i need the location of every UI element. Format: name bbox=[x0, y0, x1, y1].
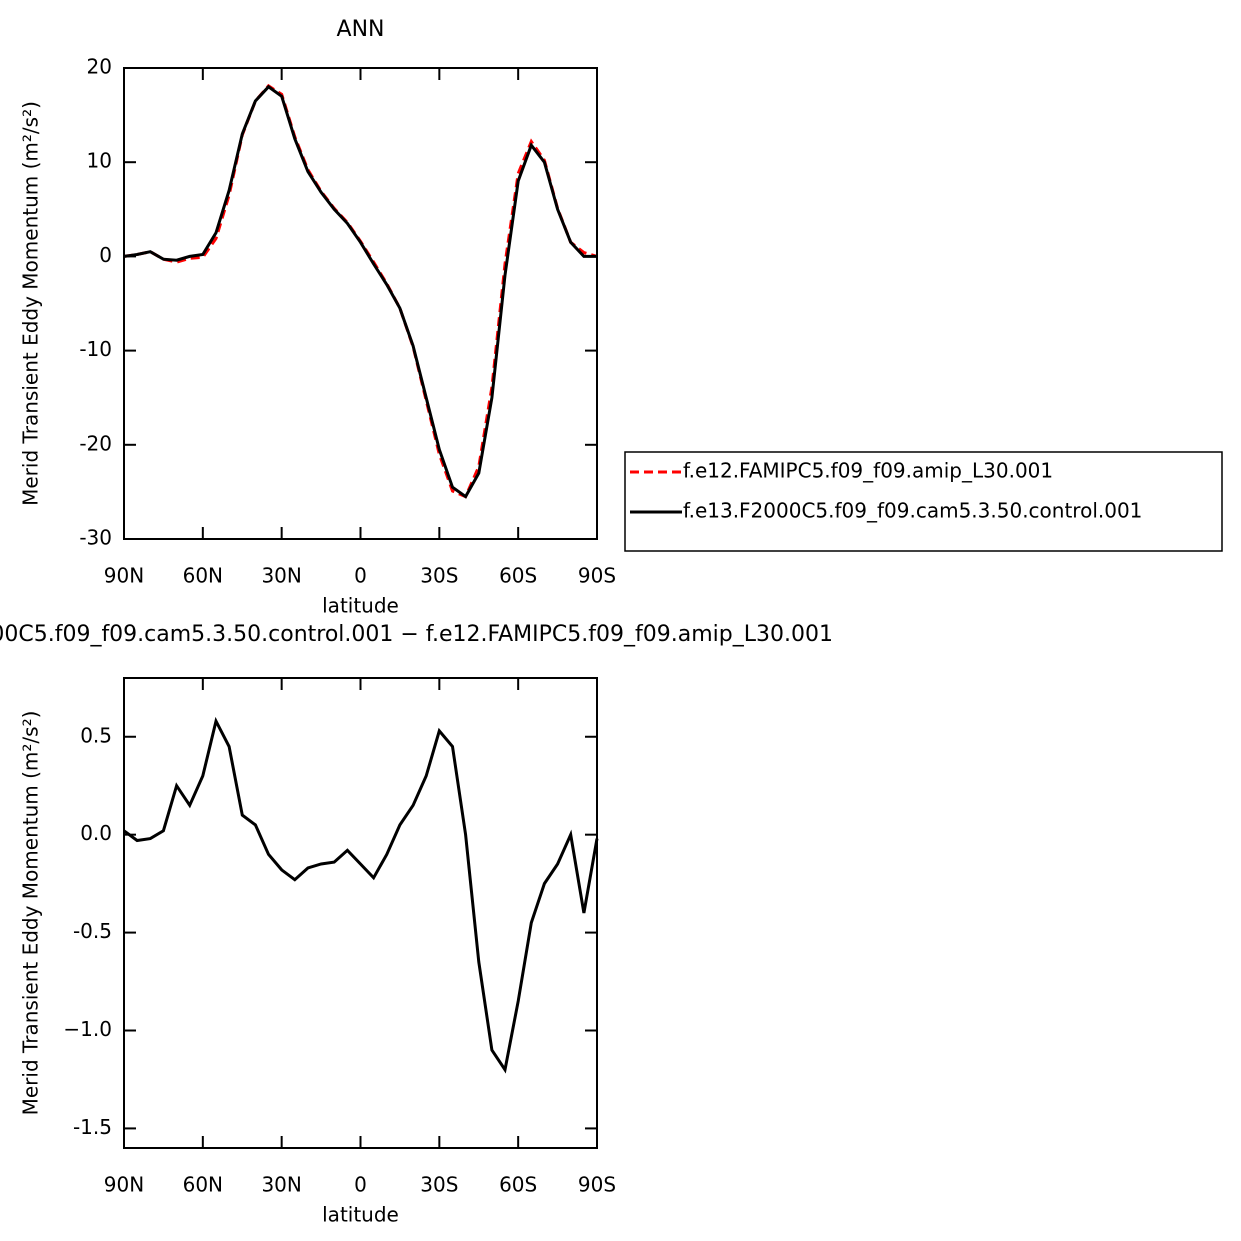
y-axis-label: Merid Transient Eddy Momentum (m²/s²) bbox=[19, 101, 43, 506]
x-tick-label: 90N bbox=[104, 564, 144, 588]
y-axis-label: Merid Transient Eddy Momentum (m²/s²) bbox=[19, 711, 43, 1116]
x-tick-label: 60N bbox=[183, 1173, 223, 1197]
x-tick-label: 0 bbox=[354, 564, 367, 588]
data-line bbox=[123, 716, 599, 1074]
y-tick-label: 0.5 bbox=[80, 723, 112, 747]
x-tick-label: 60S bbox=[499, 1173, 537, 1197]
x-tick-label: 30N bbox=[261, 1173, 301, 1197]
y-tick-label: -30 bbox=[79, 526, 112, 550]
y-tick-label: -0.5 bbox=[73, 919, 112, 943]
x-tick-label: 60S bbox=[499, 564, 537, 588]
y-tick-label: 0.0 bbox=[80, 821, 112, 845]
x-tick-label: 0 bbox=[354, 1173, 367, 1197]
chart-title: f.e13.F2000C5.f09_f09.cam5.3.50.control.… bbox=[0, 622, 833, 647]
legend-label: f.e12.FAMIPC5.f09_f09.amip_L30.001 bbox=[683, 459, 1053, 483]
x-tick-label: 60N bbox=[183, 564, 223, 588]
data-line bbox=[123, 83, 598, 499]
legend-label: f.e13.F2000C5.f09_f09.cam5.3.50.control.… bbox=[683, 499, 1142, 523]
x-tick-label: 30S bbox=[420, 1173, 458, 1197]
x-tick-label: 90S bbox=[578, 1173, 616, 1197]
y-tick-label: -20 bbox=[79, 431, 112, 455]
plot-frame bbox=[123, 677, 598, 1149]
y-tick-label: 20 bbox=[87, 55, 112, 79]
x-axis-label: latitude bbox=[322, 1203, 399, 1227]
x-tick-label: 90N bbox=[104, 1173, 144, 1197]
plot-frame bbox=[123, 67, 598, 540]
x-tick-label: 90S bbox=[578, 564, 616, 588]
x-axis-label: latitude bbox=[322, 594, 399, 618]
y-tick-label: 0 bbox=[99, 243, 112, 267]
y-tick-label: -1.5 bbox=[73, 1115, 112, 1139]
chart-title: ANN bbox=[337, 17, 385, 42]
x-tick-label: 30S bbox=[420, 564, 458, 588]
y-tick-label: −1.0 bbox=[63, 1017, 112, 1041]
x-tick-label: 30N bbox=[261, 564, 301, 588]
y-tick-label: 10 bbox=[87, 149, 112, 173]
data-line bbox=[123, 84, 597, 499]
legend-box bbox=[624, 451, 1223, 552]
y-tick-label: -10 bbox=[79, 337, 112, 361]
